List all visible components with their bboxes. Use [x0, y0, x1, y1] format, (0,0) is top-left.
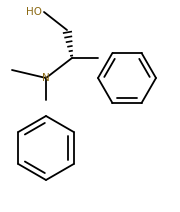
Text: HO: HO [26, 7, 42, 17]
Text: N: N [42, 73, 50, 83]
